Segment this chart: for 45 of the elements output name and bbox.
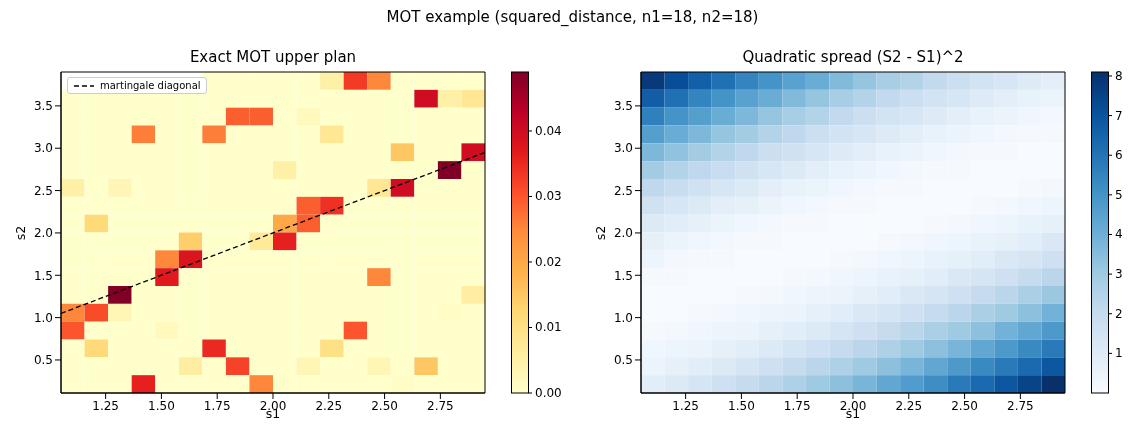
legend-label: martingale diagonal bbox=[100, 80, 201, 91]
y-tick-label: 0.5 bbox=[33, 353, 53, 368]
color-bar-label: 0.01 bbox=[535, 320, 562, 335]
x-tick-label: 1.50 bbox=[728, 398, 755, 413]
y-tick-label: 1.0 bbox=[33, 310, 53, 325]
y-tick-label: 1.5 bbox=[33, 268, 53, 283]
color-bar-label: 4 bbox=[1115, 227, 1123, 242]
text: MOT example (squared_distance, n1=18, n2=18) bbox=[386, 8, 759, 26]
y-axis-title: s2 bbox=[593, 224, 609, 242]
y-tick-label: 1.0 bbox=[613, 310, 633, 325]
x-tick-label: 1.75 bbox=[203, 398, 231, 413]
color-bar-label: 6 bbox=[1115, 148, 1123, 163]
chart-title: Quadratic spread (S2 - S1)^2 bbox=[741, 48, 965, 66]
color-bar-label: 0.04 bbox=[535, 123, 562, 138]
color-bar-label: 7 bbox=[1115, 108, 1123, 123]
y-tick-label: 2.5 bbox=[613, 183, 633, 198]
x-tick-label: 1.25 bbox=[672, 398, 699, 413]
x-tick-label: 2.75 bbox=[427, 398, 454, 413]
chart-title: Exact MOT upper plan bbox=[188, 48, 358, 66]
x-tick-label: 1.25 bbox=[92, 398, 119, 413]
y-tick-label: 0.5 bbox=[613, 353, 633, 368]
color-bar-label: 5 bbox=[1115, 187, 1123, 202]
y-tick-label: 2.0 bbox=[613, 226, 633, 241]
y-tick-label: 3.5 bbox=[33, 99, 53, 114]
x-tick-label: 2.50 bbox=[951, 398, 978, 413]
y-tick-label: 2.5 bbox=[33, 183, 53, 198]
x-tick-label: 2.25 bbox=[895, 398, 923, 413]
y-tick-label: 3.5 bbox=[613, 99, 633, 114]
x-tick-label: 1.50 bbox=[148, 398, 175, 413]
y-tick-label: 1.5 bbox=[613, 268, 633, 283]
x-tick-label: 2.75 bbox=[1007, 398, 1034, 413]
y-tick-label: 3.0 bbox=[613, 141, 633, 156]
y-axis-title: s2 bbox=[13, 224, 29, 242]
x-tick-label: 2.50 bbox=[371, 398, 398, 413]
y-tick-label: 2.0 bbox=[33, 226, 53, 241]
color-bar-label: 1 bbox=[1115, 346, 1123, 361]
color-bar-label: 3 bbox=[1115, 267, 1123, 282]
color-bar-label: 0.02 bbox=[535, 254, 562, 269]
color-bar-label: 8 bbox=[1115, 68, 1123, 83]
y-tick-label: 3.0 bbox=[33, 141, 53, 156]
color-bar-label: 2 bbox=[1115, 306, 1123, 321]
color-bar-label: 0.03 bbox=[535, 189, 562, 204]
color-bar-label: 0.00 bbox=[535, 386, 562, 400]
x-tick-label: 1.75 bbox=[783, 398, 811, 413]
x-tick-label: 2.25 bbox=[315, 398, 343, 413]
